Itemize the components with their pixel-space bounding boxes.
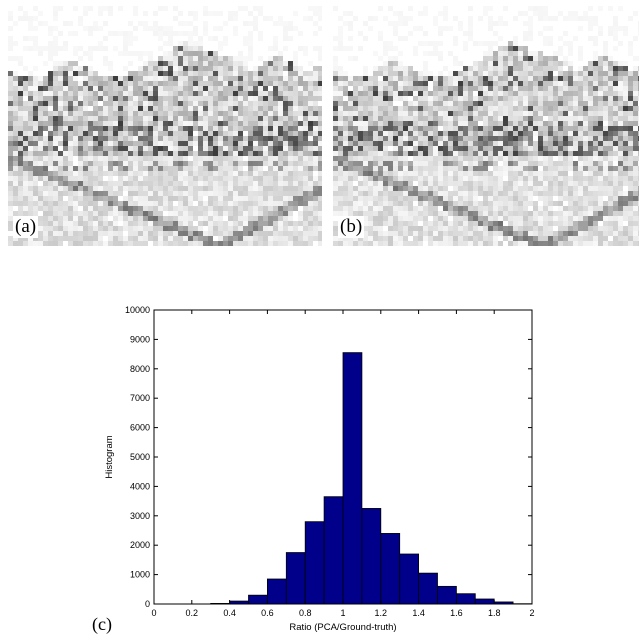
y-tick-label: 10000 [125,305,150,315]
histogram-bar [400,554,419,604]
x-tick-label: 2 [529,608,534,618]
y-axis-title: Histogram [104,435,115,478]
histogram-bar [267,579,286,604]
x-tick-label: 1.6 [450,608,463,618]
x-tick-label: 0.8 [299,608,312,618]
panel-c-label: (c) [92,614,112,635]
x-axis-title: Ratio (PCA/Ground-truth) [289,622,396,633]
histogram-bar [305,522,324,604]
histogram-bar [324,497,343,604]
x-tick-label: 1.4 [412,608,425,618]
y-tick-label: 3000 [130,511,150,521]
y-tick-label: 4000 [130,481,150,491]
histogram-bar [362,508,381,604]
x-tick-label: 0.4 [223,608,236,618]
scene-pixels [8,6,322,246]
scene-pixels [333,6,639,246]
panel-b-label: (b) [338,216,364,238]
histogram-chart: 0 0.2 0.4 0.6 0.8 1 1.2 1.4 1.6 1.8 2 0 1000 2000 3000… [90,296,550,641]
plot-area: 0 0.2 0.4 0.6 0.8 1 1.2 1.4 1.6 1.8 2 0 1000 2000 3000… [125,305,535,618]
y-tick-label: 6000 [130,423,150,433]
histogram-bar [419,573,438,604]
photo-panel-b: (b) [333,6,639,246]
histogram-bar [249,595,268,604]
panel-a-label: (a) [13,216,38,238]
histogram-bar [381,533,400,604]
y-tick-label: 1000 [130,570,150,580]
x-tick-label: 1.2 [375,608,388,618]
y-tick-label: 7000 [130,393,150,403]
scene-image-a [8,6,322,246]
x-tick-label: 1.8 [488,608,501,618]
y-tick-label: 8000 [130,364,150,374]
x-tick-label: 0 [151,608,156,618]
photo-panel-a: (a) [8,6,322,246]
y-tick-label: 0 [145,599,150,609]
histogram-bar [286,553,305,604]
scene-image-b [333,6,639,246]
x-tick-label: 1 [340,608,345,618]
histogram-bar [343,353,362,604]
y-tick-label: 9000 [130,334,150,344]
y-tick-label: 2000 [130,540,150,550]
x-tick-label: 0.6 [261,608,274,618]
x-tick-label: 0.2 [186,608,199,618]
histogram-bar [475,599,494,604]
y-tick-label: 5000 [130,452,150,462]
histogram-bar [456,594,475,604]
histogram-bar [438,586,457,604]
